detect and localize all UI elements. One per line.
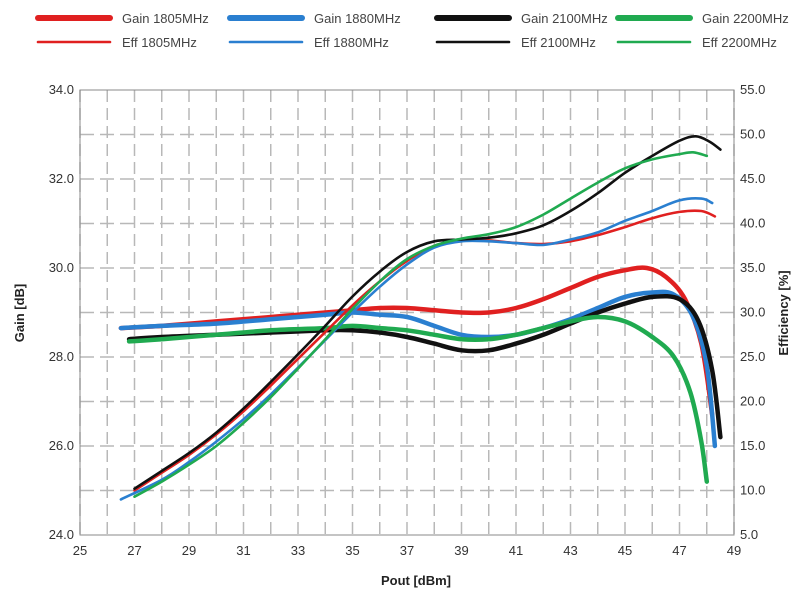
x-tick-label: 25	[73, 543, 87, 558]
legend: Gain 1805MHz Gain 1880MHz Gain 2100MHz Gain…	[35, 11, 789, 50]
x-tick-label: 41	[509, 543, 523, 558]
right-axis-ticks: 5.0 10.0 15.0 20.0 25.0 30.0 35.0 40.0 45.0 50.0 5…	[740, 82, 765, 542]
x-tick-label: 37	[400, 543, 414, 558]
series-line-eff-2200mhz	[133, 150, 709, 498]
left-axis-ticks: 24.0 26.0 28.0 30.0 32.0 34.0	[49, 82, 74, 542]
legend-label-eff-2100mhz: Eff 2100MHz	[521, 35, 596, 50]
left-tick-label: 34.0	[49, 82, 74, 97]
x-tick-label: 29	[182, 543, 196, 558]
right-tick-label: 10.0	[740, 483, 765, 498]
series-line-gain-1880mhz	[118, 289, 718, 449]
right-axis-title: Efficiency [%]	[776, 270, 791, 355]
legend-label-gain-1805mhz: Gain 1805MHz	[122, 11, 209, 26]
right-tick-label: 45.0	[740, 171, 765, 186]
plot-area-frame	[79, 89, 735, 536]
left-tick-label: 30.0	[49, 260, 74, 275]
right-tick-label: 20.0	[740, 394, 765, 409]
x-tick-label: 43	[563, 543, 577, 558]
right-tick-label: 15.0	[740, 438, 765, 453]
x-tick-label: 47	[672, 543, 686, 558]
x-tick-label: 31	[236, 543, 250, 558]
x-tick-label: 45	[618, 543, 632, 558]
right-tick-label: 5.0	[740, 527, 758, 542]
series-lines	[118, 134, 723, 501]
left-tick-label: 28.0	[49, 349, 74, 364]
left-tick-label: 32.0	[49, 171, 74, 186]
series-line-eff-1880mhz	[119, 197, 714, 501]
series-line-gain-2100mhz	[126, 293, 723, 440]
legend-label-gain-1880mhz: Gain 1880MHz	[314, 11, 401, 26]
series-line-eff-2100mhz	[133, 134, 722, 490]
right-tick-label: 40.0	[740, 216, 765, 231]
x-tick-label: 49	[727, 543, 741, 558]
legend-label-eff-1805mhz: Eff 1805MHz	[122, 35, 197, 50]
x-tick-label: 39	[454, 543, 468, 558]
legend-label-gain-2200mhz: Gain 2200MHz	[702, 11, 789, 26]
right-tick-label: 50.0	[740, 127, 765, 142]
right-tick-label: 25.0	[740, 349, 765, 364]
left-axis-title: Gain [dB]	[12, 284, 27, 343]
x-axis-title: Pout [dBm]	[381, 573, 451, 588]
x-tick-label: 35	[345, 543, 359, 558]
legend-label-gain-2100mhz: Gain 2100MHz	[521, 11, 608, 26]
right-tick-label: 35.0	[740, 260, 765, 275]
right-tick-label: 55.0	[740, 82, 765, 97]
series-line-gain-2200mhz	[126, 314, 710, 484]
legend-label-eff-1880mhz: Eff 1880MHz	[314, 35, 389, 50]
x-tick-label: 27	[127, 543, 141, 558]
right-tick-label: 30.0	[740, 305, 765, 320]
legend-label-eff-2200mhz: Eff 2200MHz	[702, 35, 777, 50]
left-tick-label: 26.0	[49, 438, 74, 453]
left-tick-label: 24.0	[49, 527, 74, 542]
x-axis-ticks: 25 27 29 31 33 35 37 39 41 43 45 47 49	[73, 543, 741, 558]
x-tick-label: 33	[291, 543, 305, 558]
